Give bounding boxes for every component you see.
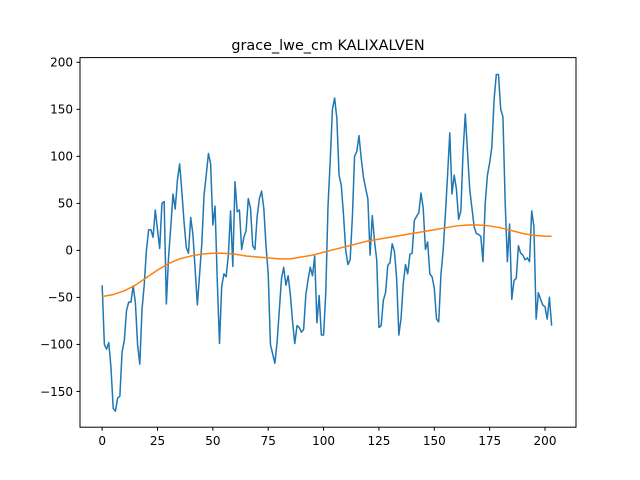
y-tick-label: 50	[58, 197, 73, 211]
chart-title: grace_lwe_cm KALIXALVEN	[231, 38, 424, 54]
y-tick-label: 0	[65, 244, 73, 258]
x-axis: 0 25 50 75 100 125 150 175 200	[98, 427, 556, 448]
x-tick-label: 175	[478, 434, 501, 448]
series-line-2	[102, 224, 552, 298]
y-tick-label: −150	[40, 385, 73, 399]
x-tick-label: 25	[150, 434, 165, 448]
series-line-1	[101, 73, 553, 412]
y-tick-label: −50	[48, 291, 73, 305]
y-tick-label: 200	[50, 56, 73, 70]
y-axis: −150 −100 −50 0 50 100 150 200	[40, 56, 80, 399]
x-tick-label: 200	[534, 434, 557, 448]
y-tick-label: 100	[50, 150, 73, 164]
series-layer	[101, 73, 553, 412]
x-tick-label: 150	[423, 434, 446, 448]
plot-frame	[79, 57, 577, 428]
x-tick-label: 0	[98, 434, 106, 448]
x-tick-label: 50	[205, 434, 220, 448]
x-tick-label: 100	[312, 434, 335, 448]
x-tick-label: 75	[261, 434, 276, 448]
y-tick-label: −100	[40, 338, 73, 352]
y-tick-label: 150	[50, 103, 73, 117]
x-tick-label: 125	[367, 434, 390, 448]
